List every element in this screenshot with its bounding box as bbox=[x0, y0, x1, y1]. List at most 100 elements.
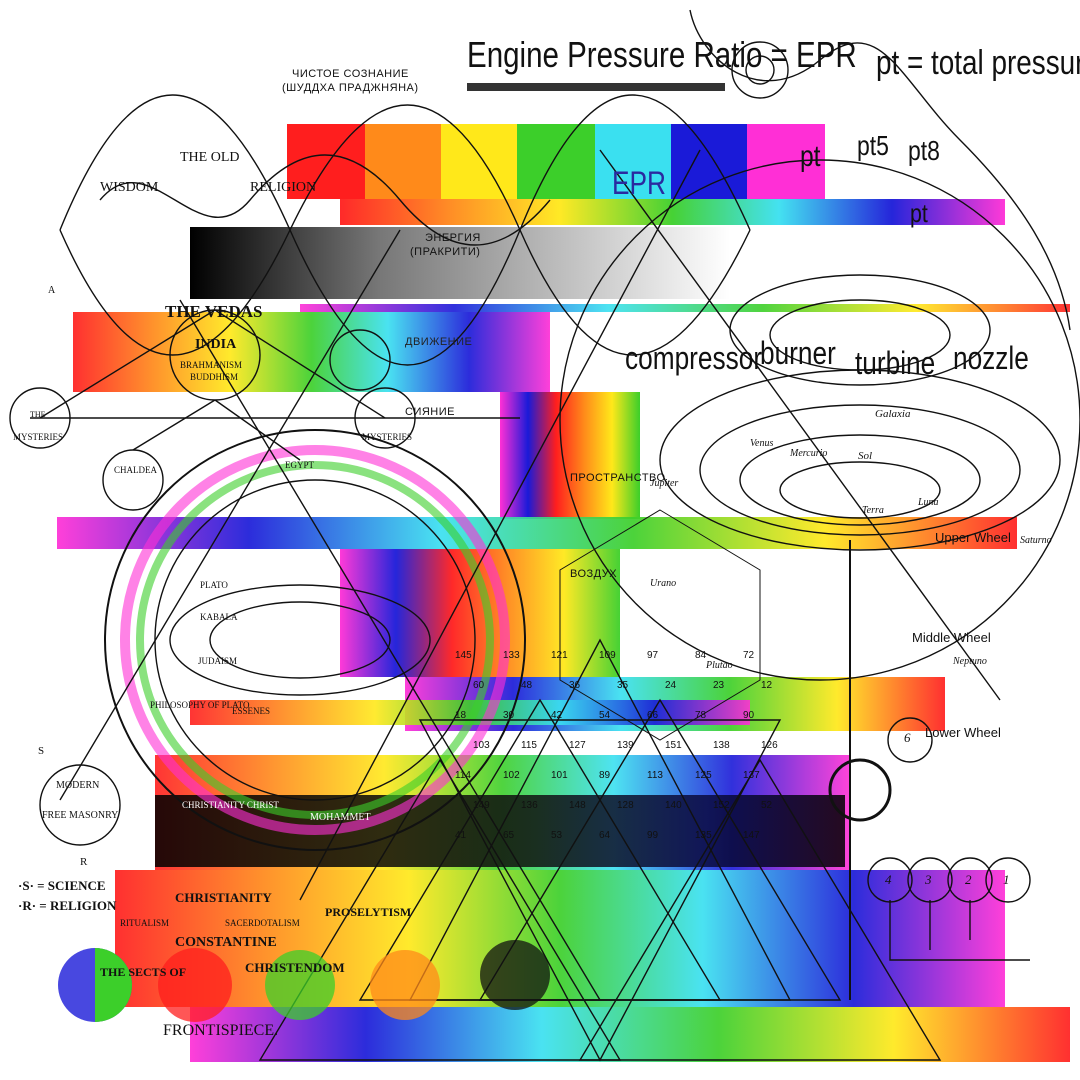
color-bands bbox=[57, 124, 1070, 1062]
orrery-urano: Urano bbox=[650, 578, 677, 589]
orrery-luna: Luna bbox=[918, 497, 939, 508]
wheel-number-6: 6 bbox=[904, 730, 911, 745]
genealogy-line-3 bbox=[132, 399, 216, 451]
judaism-label: JUDAISM bbox=[198, 656, 238, 666]
tuning-wheel bbox=[828, 758, 892, 822]
yantra-number: 97 bbox=[647, 650, 659, 661]
the-left: THE bbox=[30, 410, 46, 419]
band-top-sub bbox=[340, 199, 1005, 225]
wheel-number-4: 4 bbox=[885, 872, 892, 887]
sects-of-label: THE SECTS OF bbox=[100, 965, 187, 979]
yantra-number: 90 bbox=[743, 710, 755, 721]
sine-wave bbox=[59, 94, 751, 366]
yantra-number: 99 bbox=[647, 830, 659, 841]
band-mid-long bbox=[57, 517, 1017, 549]
science-key: ·S· = SCIENCE bbox=[18, 878, 106, 893]
orrery-sol: Sol bbox=[858, 450, 873, 462]
mandala-ellipse-2 bbox=[209, 601, 391, 679]
orrery-big-circle bbox=[559, 159, 1080, 681]
yantra-number: 135 bbox=[695, 830, 712, 841]
swirl-tail bbox=[689, 9, 1071, 331]
modern-label: MODERN bbox=[56, 780, 100, 791]
genealogy-line-1 bbox=[39, 309, 216, 419]
sine-wave-2 bbox=[59, 104, 751, 356]
orrery-orbit-4 bbox=[779, 461, 941, 519]
yantra-number: 48 bbox=[521, 680, 533, 691]
orrery-plutao: Plutao bbox=[706, 660, 733, 671]
yantra-number: 109 bbox=[599, 650, 616, 661]
header-title: Engine Pressure Ratio = EPR bbox=[467, 34, 857, 75]
yantra-number: 113 bbox=[647, 770, 663, 781]
epr-label: EPR bbox=[612, 165, 666, 201]
diagonal-lines bbox=[59, 149, 1001, 1001]
yantra-number: 52 bbox=[761, 800, 773, 811]
letter-s: S bbox=[38, 745, 45, 757]
orrery-middle-wheel: Middle Wheel bbox=[912, 630, 991, 645]
title-underline bbox=[467, 83, 725, 91]
yantra-number: 137 bbox=[743, 770, 760, 781]
yantra-number: 125 bbox=[695, 770, 712, 781]
free-masonry-label: FREE MASONRY bbox=[42, 810, 119, 821]
ru-air: ВОЗДУХ bbox=[570, 568, 618, 580]
color-wheel-3 bbox=[265, 950, 335, 1020]
pt-small-label: pt bbox=[910, 198, 928, 228]
pt-label: pt bbox=[800, 140, 821, 173]
band-thin bbox=[300, 304, 1070, 312]
buddhism-circle bbox=[329, 329, 391, 391]
essenes-label: ESSENES bbox=[232, 706, 271, 716]
yantra-numbers: 145 133 121 109 97 84 72 60 48 36 35 24 23 12 18 30 42 54… bbox=[455, 650, 778, 841]
sacerdotalism-label: SACERDOTALISM bbox=[225, 918, 300, 928]
yantra-number: 121 bbox=[551, 650, 568, 661]
band-air bbox=[340, 549, 620, 677]
swirl-top-inner bbox=[745, 55, 775, 85]
ru-pure-consciousness: ЧИСТОЕ СОЗНАНИЕ bbox=[292, 68, 409, 80]
mysteries-right: MYSTERIES bbox=[362, 432, 413, 442]
mysteries-circle-right bbox=[354, 387, 416, 449]
band-vedas bbox=[73, 312, 550, 392]
yantra-number: 145 bbox=[455, 650, 472, 661]
yantra-number: 64 bbox=[599, 830, 611, 841]
orrery-upper-wheel: Upper Wheel bbox=[935, 530, 1011, 545]
pt5-label: pt5 bbox=[857, 130, 889, 161]
yantra-number: 89 bbox=[599, 770, 611, 781]
color-wheels bbox=[58, 758, 892, 1022]
hexagon bbox=[559, 509, 761, 741]
yantra-number: 30 bbox=[503, 710, 515, 721]
mandala-ellipse bbox=[169, 584, 431, 696]
stage-nozzle: nozzle bbox=[953, 340, 1029, 376]
brahmanism-label: BRAHMANISM bbox=[180, 360, 243, 370]
chaldea-label: CHALDEA bbox=[114, 465, 157, 475]
band-top-orange bbox=[365, 124, 441, 199]
mandala-ring-1 bbox=[120, 445, 510, 835]
ru-radiance: СИЯНИЕ bbox=[405, 406, 455, 418]
stage-turbine: turbine bbox=[855, 345, 936, 381]
yantra-number: 138 bbox=[713, 740, 730, 751]
mandala-ring-2 bbox=[136, 461, 494, 819]
ru-movement: ДВИЖЕНИЕ bbox=[405, 336, 473, 348]
letter-r: R bbox=[80, 856, 88, 868]
pt8-label: pt8 bbox=[908, 135, 940, 166]
ritualism-label: RITUALISM bbox=[120, 918, 169, 928]
orrery-saturno: Saturno bbox=[1020, 535, 1052, 546]
orrery-jupiter: Jupiter bbox=[650, 478, 679, 489]
yantra-number: 133 bbox=[503, 650, 520, 661]
band-space bbox=[500, 392, 640, 519]
yantra-number: 66 bbox=[647, 710, 659, 721]
yantra-number: 151 bbox=[665, 740, 682, 751]
yantra-tri-5 bbox=[258, 758, 622, 1061]
orrery-orbit-5 bbox=[729, 274, 991, 386]
genealogy-line-4 bbox=[214, 399, 301, 461]
orrery-orbit-6 bbox=[769, 299, 951, 371]
yantra-number: 148 bbox=[569, 800, 586, 811]
orrery-terra: Terra bbox=[862, 505, 884, 516]
yantra-tri-2 bbox=[418, 719, 782, 1062]
genealogy-line-2 bbox=[214, 309, 386, 419]
yantra-number: 115 bbox=[521, 740, 537, 751]
wheel-number-1: 1 bbox=[1003, 872, 1010, 887]
proselytism-label: PROSELYTISM bbox=[325, 905, 412, 919]
christianity-christ-label: CHRISTIANITY CHRIST bbox=[182, 800, 279, 810]
line-art bbox=[9, 9, 1080, 1062]
band-top-green bbox=[517, 124, 595, 199]
color-wheel-half bbox=[95, 948, 132, 1022]
